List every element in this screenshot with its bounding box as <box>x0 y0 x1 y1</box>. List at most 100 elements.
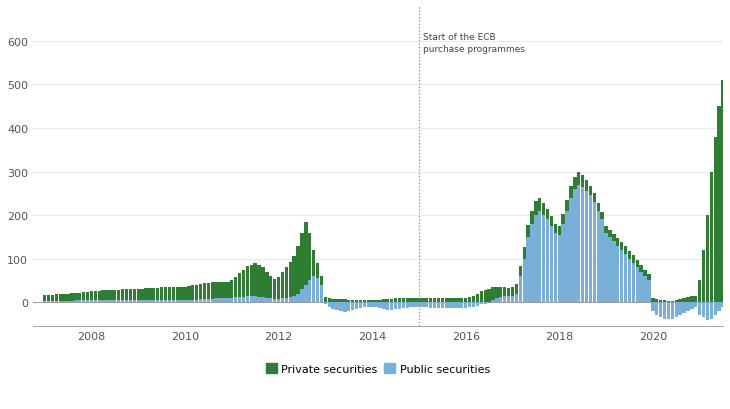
Bar <box>666 303 670 319</box>
Bar <box>300 233 304 290</box>
Bar <box>511 287 514 296</box>
Bar <box>335 303 339 310</box>
Bar <box>523 248 526 259</box>
Bar <box>218 299 222 303</box>
Bar <box>230 298 234 303</box>
Bar <box>183 300 187 303</box>
Bar <box>207 299 210 303</box>
Bar <box>686 297 690 303</box>
Bar <box>207 283 210 299</box>
Bar <box>152 288 155 300</box>
Bar <box>374 303 377 308</box>
Bar <box>164 300 167 303</box>
Bar <box>542 216 545 303</box>
Bar <box>172 300 175 303</box>
Bar <box>101 300 105 303</box>
Bar <box>546 220 549 303</box>
Bar <box>199 299 202 303</box>
Bar <box>117 300 120 303</box>
Bar <box>624 247 627 255</box>
Bar <box>553 224 557 233</box>
Bar <box>164 288 167 300</box>
Bar <box>655 299 658 303</box>
Bar <box>128 290 132 300</box>
Bar <box>585 181 588 192</box>
Bar <box>265 298 269 303</box>
Bar <box>398 299 401 303</box>
Bar <box>323 303 327 305</box>
Bar <box>659 303 662 318</box>
Bar <box>589 196 592 303</box>
Bar <box>659 300 662 303</box>
Bar <box>398 303 401 309</box>
Bar <box>331 303 335 309</box>
Bar <box>210 299 214 303</box>
Bar <box>678 299 682 303</box>
Bar <box>569 187 572 198</box>
Bar <box>468 297 472 303</box>
Bar <box>121 290 124 300</box>
Bar <box>218 282 222 299</box>
Bar <box>476 294 479 303</box>
Bar <box>483 303 487 304</box>
Bar <box>234 277 237 298</box>
Bar <box>296 294 300 303</box>
Bar <box>51 301 54 303</box>
Bar <box>639 272 643 303</box>
Bar <box>702 303 705 318</box>
Bar <box>43 296 46 301</box>
Bar <box>117 290 120 300</box>
Bar <box>671 303 674 319</box>
Bar <box>604 227 608 233</box>
Bar <box>339 299 342 303</box>
Bar <box>133 290 136 300</box>
Bar <box>331 299 335 303</box>
Bar <box>702 250 705 303</box>
Bar <box>526 225 530 237</box>
Bar <box>643 270 647 276</box>
Bar <box>690 303 693 309</box>
Bar <box>648 275 650 281</box>
Bar <box>410 299 412 303</box>
Bar <box>456 303 460 308</box>
Bar <box>573 189 577 303</box>
Bar <box>355 303 358 310</box>
Bar <box>421 299 425 303</box>
Bar <box>507 289 510 297</box>
Bar <box>518 276 522 303</box>
Bar <box>335 299 339 303</box>
Bar <box>460 298 464 303</box>
Bar <box>82 292 85 301</box>
Bar <box>631 256 635 263</box>
Bar <box>616 246 620 303</box>
Bar <box>472 303 475 307</box>
Bar <box>413 299 417 303</box>
Bar <box>394 299 397 303</box>
Bar <box>710 303 713 319</box>
Bar <box>281 299 284 303</box>
Bar <box>223 299 226 303</box>
Bar <box>343 303 347 312</box>
Bar <box>523 259 526 303</box>
Bar <box>639 265 643 272</box>
Bar <box>729 246 730 303</box>
Bar <box>503 297 507 303</box>
Bar <box>187 286 191 300</box>
Bar <box>507 297 510 303</box>
Bar <box>453 303 456 308</box>
Bar <box>253 264 257 297</box>
Bar <box>636 260 639 268</box>
Bar <box>433 303 437 308</box>
Bar <box>596 203 600 211</box>
Bar <box>620 243 623 250</box>
Bar <box>121 300 124 303</box>
Bar <box>608 230 612 237</box>
Bar <box>250 297 253 303</box>
Bar <box>616 238 620 246</box>
Bar <box>378 303 382 308</box>
Bar <box>577 185 580 303</box>
Bar <box>160 300 164 303</box>
Bar <box>363 300 366 303</box>
Bar <box>725 276 729 303</box>
Bar <box>105 300 109 303</box>
